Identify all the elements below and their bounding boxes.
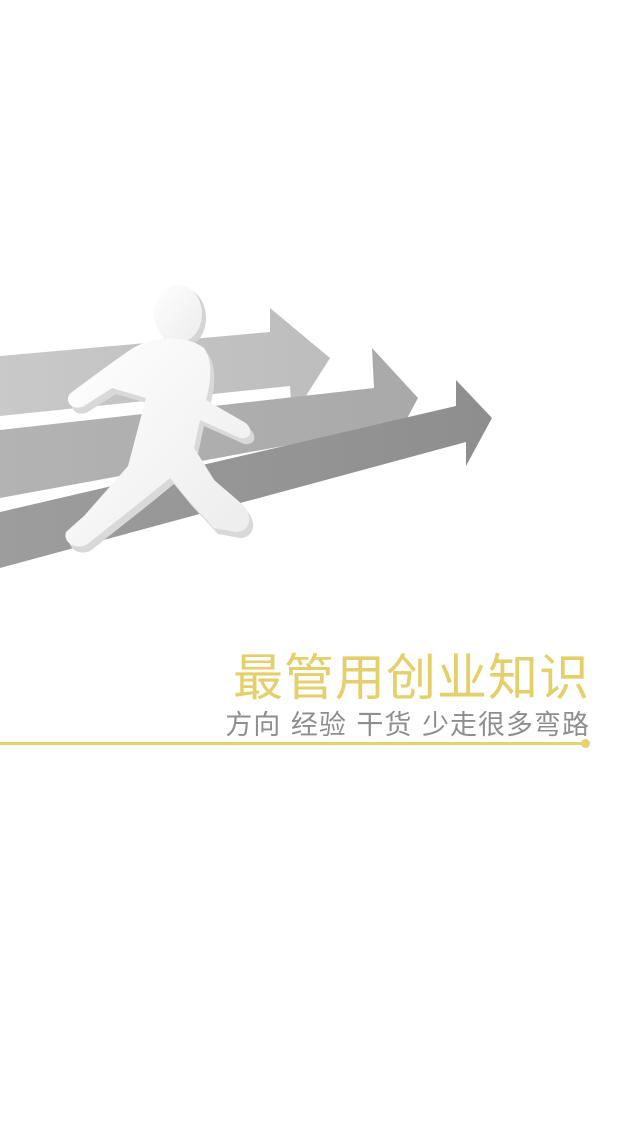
walking-person-arrows-icon <box>0 285 492 568</box>
divider-end-dot <box>581 739 590 748</box>
headline: 最管用创业知识 <box>233 649 590 707</box>
walking-figure <box>65 285 255 553</box>
tagline: 方向 经验 干货 少走很多弯路 <box>225 710 590 741</box>
accent-divider <box>0 742 584 745</box>
